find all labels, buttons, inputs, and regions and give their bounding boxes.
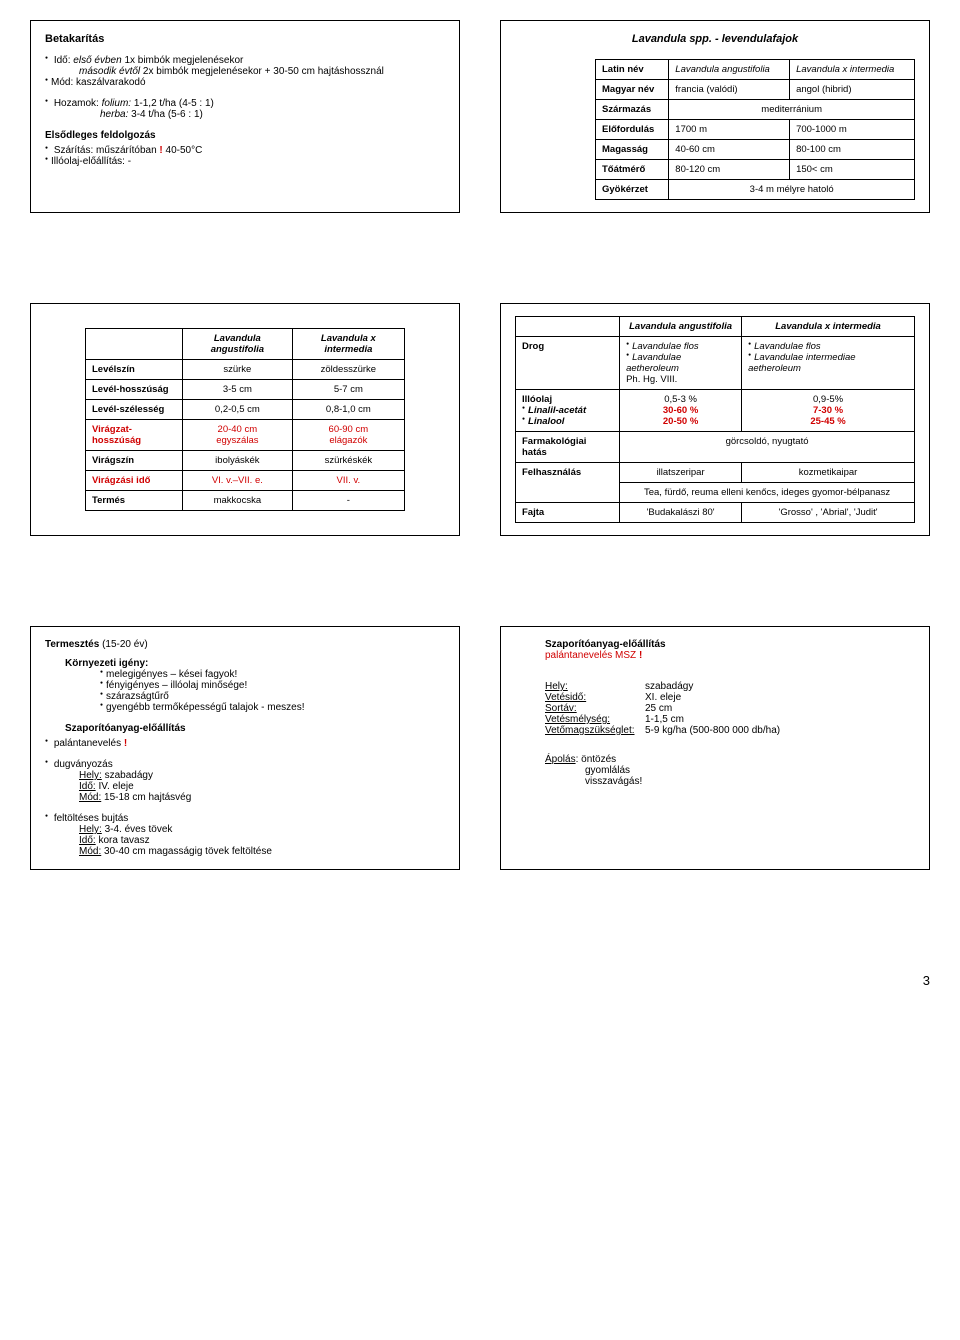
- drog-table: Lavandula angustifolia Lavandula x inter…: [515, 316, 915, 523]
- kv-sortav: Sortáv:25 cm: [545, 703, 915, 714]
- kv-vetesido: Vetésidő:XI. eleje: [545, 692, 915, 703]
- panel1-list: Idő: első évben 1x bimbók megjelenésekor…: [45, 55, 445, 120]
- panel-szaporitoanyag: Szaporítóanyag-előállítás palántanevelés…: [500, 626, 930, 870]
- szaritas-line: Szárítás: műszárítóban ! 40-50°C: [45, 145, 445, 156]
- apolas-block: Ápolás: öntözés gyomlálás visszavágás!: [545, 754, 915, 787]
- kv-vetomag: Vetőmagszükséglet:5-9 kg/ha (500-800 000…: [545, 725, 915, 736]
- env-title: Környezeti igény:: [45, 658, 445, 669]
- panel6-title: Szaporítóanyag-előállítás: [545, 639, 915, 650]
- kv-hely: Hely:szabadágy: [545, 681, 915, 692]
- dugvanyozas-block: dugványozás Hely: szabadágy Idő: IV. ele…: [45, 759, 445, 803]
- panel-drog-usage: Lavandula angustifolia Lavandula x inter…: [500, 303, 930, 536]
- szap-title: Szaporítóanyag-előállítás: [45, 723, 445, 734]
- ido-line: Idő: első évben 1x bimbók megjelenésekor…: [45, 55, 445, 77]
- panel1-title: Betakarítás: [45, 33, 445, 45]
- hozam-line: Hozamok: folium: 1-1,2 t/ha (4-5 : 1) he…: [45, 98, 445, 120]
- panel5-title: Termesztés (15-20 év): [45, 639, 445, 650]
- env-list: melegigényes – kései fagyok! fényigényes…: [45, 669, 445, 713]
- illolaj-line: Illóolaj-előállítás: -: [45, 156, 445, 167]
- panel6-subtitle: palántanevelés MSZ !: [545, 650, 915, 661]
- morphology-table: Lavandula angustifolia Lavandula x inter…: [85, 328, 405, 511]
- mod-line: Mód: kaszálvarakodó: [45, 77, 445, 88]
- palanta-line: palántanevelés !: [45, 738, 445, 749]
- row-2: Lavandula angustifolia Lavandula x inter…: [30, 303, 930, 536]
- row-3: Termesztés (15-20 év) Környezeti igény: …: [30, 626, 930, 870]
- panel-morphology: Lavandula angustifolia Lavandula x inter…: [30, 303, 460, 536]
- panel-lavandula-info: Lavandula spp. - levendulafajok Latin né…: [500, 20, 930, 213]
- kv-vetesmelyseg: Vetésmélység:1-1,5 cm: [545, 714, 915, 725]
- feltoltes-block: feltöltéses bujtás Hely: 3-4. éves tövek…: [45, 813, 445, 857]
- row-1: Betakarítás Idő: első évben 1x bimbók me…: [30, 20, 930, 213]
- panel2-title: Lavandula spp. - levendulafajok: [515, 33, 915, 45]
- panel-betakaritas: Betakarítás Idő: első évben 1x bimbók me…: [30, 20, 460, 213]
- species-info-table: Latin név Lavandula angustifolia Lavandu…: [595, 59, 915, 200]
- page-number: 3: [923, 973, 930, 988]
- panel-termesztes: Termesztés (15-20 év) Környezeti igény: …: [30, 626, 460, 870]
- elsod-title: Elsődleges feldolgozás: [45, 130, 445, 141]
